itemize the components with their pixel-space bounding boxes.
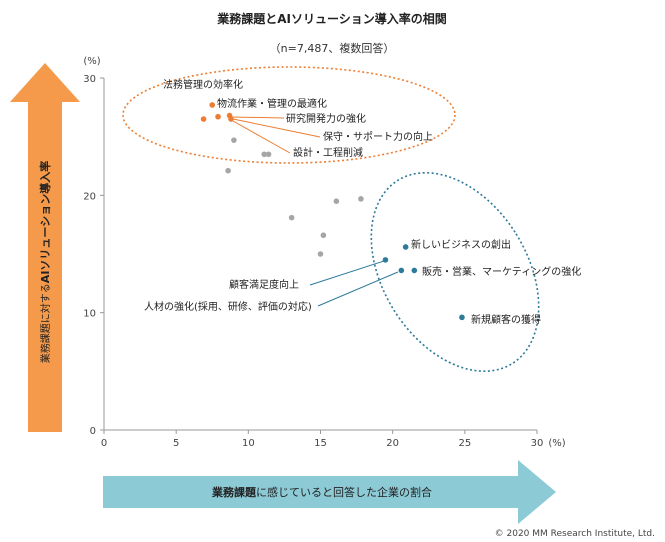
point-labels: 法務管理の効率化物流作業・管理の最適化研究開発力の強化保守・サポート力の向上設計… <box>144 78 581 326</box>
y-axis-label: 業務課題に対するAIソリューション導入率 <box>38 161 52 363</box>
x-axis-label: 業務課題に感じていると回答した企業の割合 <box>211 485 432 499</box>
x-axis-label-rest: に感じていると回答した企業の割合 <box>256 485 432 499</box>
x-axis-label-bold: 業務課題 <box>211 485 257 499</box>
x-tick-label: 0 <box>101 438 107 449</box>
x-tick-label: 15 <box>314 438 327 449</box>
data-point <box>402 244 409 250</box>
point-label: 新しいビジネスの創出 <box>411 238 511 251</box>
point-label: 法務管理の効率化 <box>163 78 243 91</box>
point-label: 販売・営業、マーケティングの強化 <box>422 265 581 278</box>
y-axis-label-bold: AIソリューション導入率 <box>38 161 52 283</box>
data-point <box>382 257 389 263</box>
data-point <box>459 314 465 321</box>
data-point <box>261 151 268 158</box>
data-point <box>411 267 418 274</box>
point-label: 設計・工程削減 <box>293 146 363 159</box>
y-tick-label: 20 <box>83 191 96 202</box>
y-axis-arrow <box>10 63 80 432</box>
chart-subtitle: （n=7,487、複数回答） <box>270 41 395 55</box>
data-point <box>225 167 231 174</box>
x-unit: (%) <box>548 438 565 449</box>
point-label: 新規顧客の獲得 <box>471 313 541 326</box>
data-point <box>358 196 364 202</box>
data-point <box>200 116 207 122</box>
point-label: 顧客満足度向上 <box>229 278 299 291</box>
point-label: 研究開発力の強化 <box>286 112 366 125</box>
x-tick-label: 20 <box>386 438 399 449</box>
chart-title: 業務課題とAIソリューション導入率の相関 <box>216 11 447 26</box>
data-point <box>398 267 405 274</box>
high-group-ellipse <box>122 66 456 164</box>
data-point <box>317 251 324 257</box>
data-point <box>215 113 221 120</box>
y-tick-label: 10 <box>83 309 96 320</box>
data-point <box>288 214 295 221</box>
label-leader-line <box>309 259 388 286</box>
plot-area: 0 5 10 15 20 25 30 0 10 20 30 (%) (%) <box>83 56 565 449</box>
x-tick-label: 25 <box>458 438 471 449</box>
y-tick-label: 0 <box>90 426 96 437</box>
copyright: © 2020 MM Research Institute, Ltd. <box>495 529 655 539</box>
label-leader-line <box>317 271 399 307</box>
y-tick-label: 30 <box>83 74 96 85</box>
data-point <box>209 102 216 108</box>
y-axis-label-small: 業務課題に対する <box>39 283 52 363</box>
label-leader-line <box>232 120 291 154</box>
x-tick-label: 10 <box>242 438 255 449</box>
point-label: 人材の強化(採用、研修、評価の対応) <box>144 300 312 313</box>
point-label: 物流作業・管理の最適化 <box>217 97 327 110</box>
data-point <box>228 116 234 122</box>
data-point <box>265 151 272 158</box>
x-axis-arrow <box>103 460 556 524</box>
label-leader-line <box>231 116 285 119</box>
data-point <box>333 198 340 204</box>
point-label: 保守・サポート力の向上 <box>323 130 433 143</box>
x-tick-label: 30 <box>531 438 544 449</box>
data-point <box>231 137 237 143</box>
data-point <box>320 232 327 239</box>
y-unit: (%) <box>83 56 100 67</box>
x-tick-label: 5 <box>173 438 179 449</box>
label-leader-line <box>232 118 321 138</box>
